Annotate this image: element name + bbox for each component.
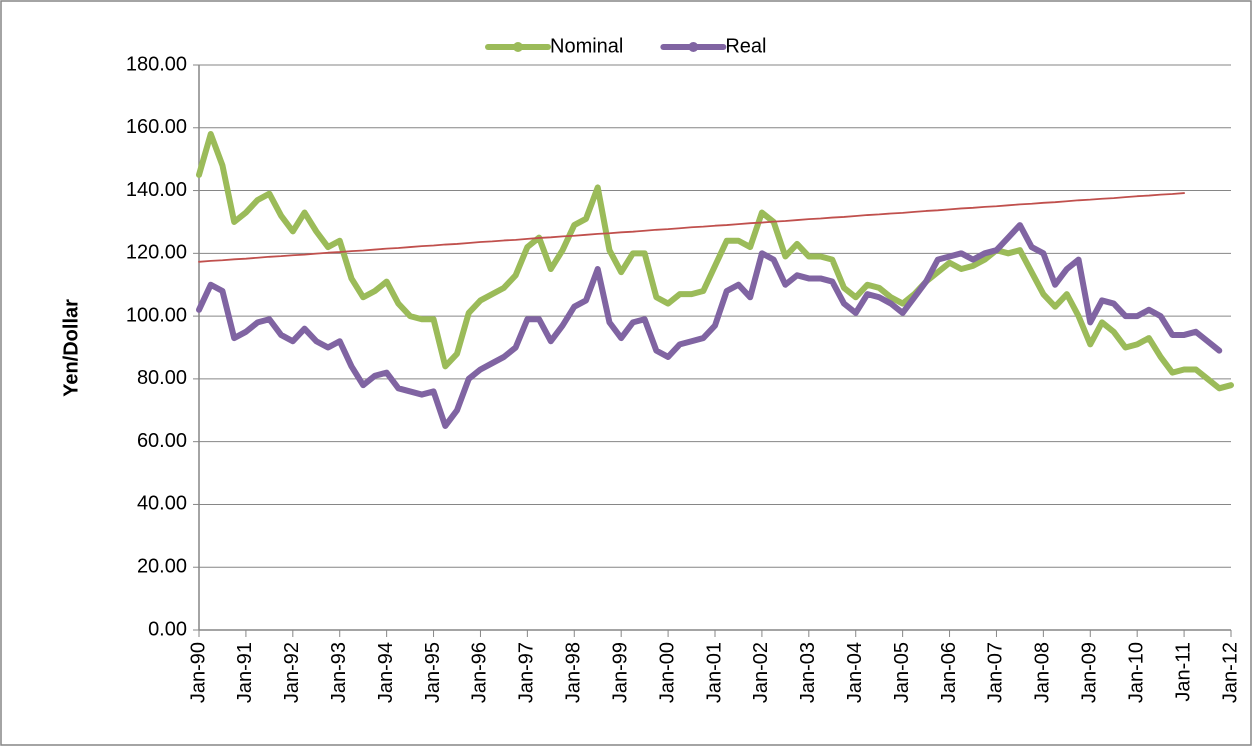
x-tick-label: Jan-00	[656, 642, 678, 703]
legend-label: Nominal	[550, 35, 623, 57]
x-tick-label: Jan-04	[844, 642, 866, 703]
y-tick-label: 60.00	[137, 430, 187, 452]
y-tick-label: 40.00	[137, 493, 187, 515]
y-tick-label: 140.00	[126, 179, 187, 201]
x-tick-label: Jan-95	[422, 642, 444, 703]
data-line	[196, 131, 1234, 392]
x-tick-label: Jan-94	[375, 642, 397, 703]
x-tick-label: Jan-02	[750, 642, 772, 703]
y-tick-label: 0.00	[148, 618, 187, 640]
x-tick-label: Jan-06	[938, 642, 960, 703]
y-tick-label: 160.00	[126, 116, 187, 138]
y-tick-label: 180.00	[126, 53, 187, 75]
trend-line	[198, 192, 1185, 263]
x-tick-label: Jan-10	[1125, 642, 1147, 703]
y-tick-label: 20.00	[137, 556, 187, 578]
x-tick-label: Jan-93	[328, 642, 350, 703]
y-tick-label: 80.00	[137, 367, 187, 389]
x-tick-label: Jan-97	[516, 642, 538, 703]
y-tick-label: 120.00	[126, 242, 187, 264]
x-tick-label: Jan-99	[609, 642, 631, 703]
x-tick-label: Jan-98	[563, 642, 585, 703]
x-tick-label: Jan-07	[985, 642, 1007, 703]
x-tick-label: Jan-90	[187, 642, 209, 703]
x-tick-label: Jan-08	[1032, 642, 1054, 703]
x-tick-label: Jan-12	[1219, 642, 1241, 703]
x-tick-label: Jan-91	[234, 642, 256, 703]
y-axis-title: Yen/Dollar	[60, 299, 82, 397]
x-tick-label: Jan-92	[281, 642, 303, 703]
x-tick-label: Jan-01	[703, 642, 725, 703]
data-line	[196, 222, 1223, 429]
x-tick-label: Jan-03	[797, 642, 819, 703]
x-tick-label: Jan-05	[891, 642, 913, 703]
x-tick-label: Jan-11	[1172, 642, 1194, 702]
legend-marker	[688, 42, 699, 52]
x-tick-label: Jan-96	[469, 642, 491, 703]
legend-marker	[513, 42, 523, 52]
x-tick-label: Jan-09	[1079, 642, 1101, 703]
y-tick-label: 100.00	[126, 304, 187, 326]
legend-label: Real	[725, 35, 766, 57]
